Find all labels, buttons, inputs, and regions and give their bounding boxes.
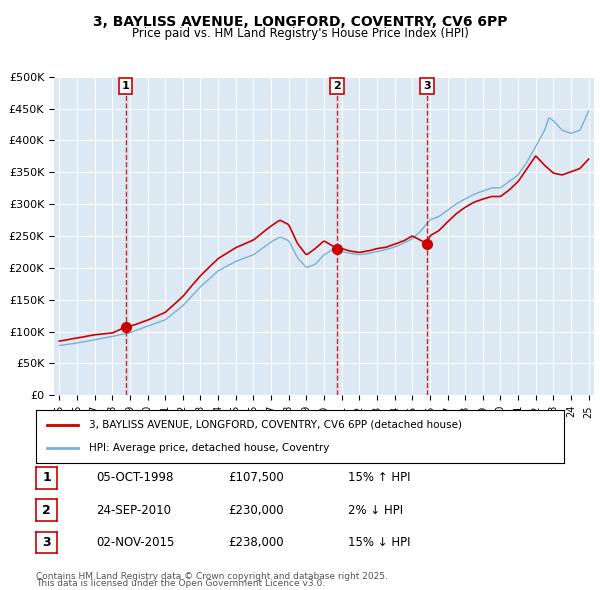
Text: 3, BAYLISS AVENUE, LONGFORD, COVENTRY, CV6 6PP: 3, BAYLISS AVENUE, LONGFORD, COVENTRY, C… xyxy=(93,15,507,29)
Text: 3: 3 xyxy=(42,536,51,549)
Text: 3: 3 xyxy=(423,81,431,91)
Text: This data is licensed under the Open Government Licence v3.0.: This data is licensed under the Open Gov… xyxy=(36,579,325,588)
Text: 2% ↓ HPI: 2% ↓ HPI xyxy=(348,504,403,517)
Text: HPI: Average price, detached house, Coventry: HPI: Average price, detached house, Cove… xyxy=(89,443,329,453)
Text: 02-NOV-2015: 02-NOV-2015 xyxy=(96,536,175,549)
Text: Contains HM Land Registry data © Crown copyright and database right 2025.: Contains HM Land Registry data © Crown c… xyxy=(36,572,388,581)
Text: Price paid vs. HM Land Registry's House Price Index (HPI): Price paid vs. HM Land Registry's House … xyxy=(131,27,469,40)
Text: 15% ↓ HPI: 15% ↓ HPI xyxy=(348,536,410,549)
Text: £230,000: £230,000 xyxy=(228,504,284,517)
Text: 2: 2 xyxy=(333,81,341,91)
Text: 1: 1 xyxy=(122,81,130,91)
Text: 24-SEP-2010: 24-SEP-2010 xyxy=(96,504,171,517)
Text: £107,500: £107,500 xyxy=(228,471,284,484)
Text: 3, BAYLISS AVENUE, LONGFORD, COVENTRY, CV6 6PP (detached house): 3, BAYLISS AVENUE, LONGFORD, COVENTRY, C… xyxy=(89,420,462,430)
Text: 05-OCT-1998: 05-OCT-1998 xyxy=(96,471,173,484)
Text: 2: 2 xyxy=(42,503,51,517)
Text: £238,000: £238,000 xyxy=(228,536,284,549)
Text: 1: 1 xyxy=(42,471,51,484)
Text: 15% ↑ HPI: 15% ↑ HPI xyxy=(348,471,410,484)
